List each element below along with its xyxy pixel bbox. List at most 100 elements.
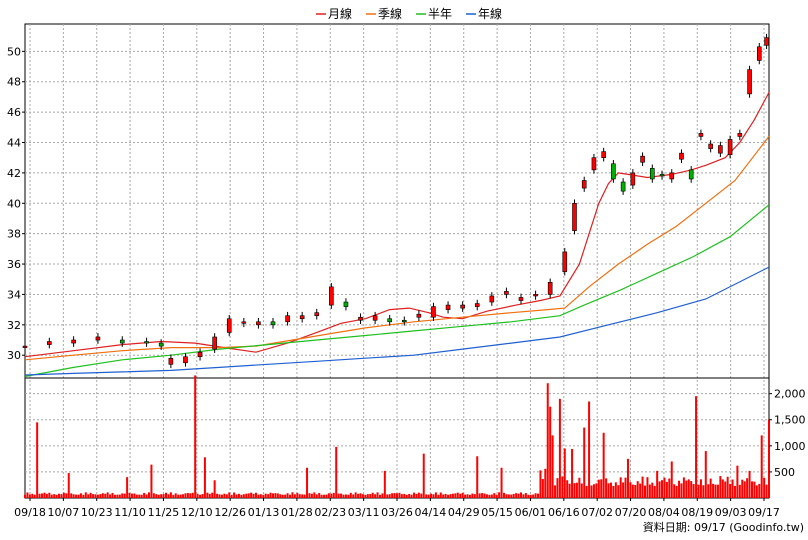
volume-bar (661, 480, 664, 498)
volume-bar (201, 494, 204, 498)
candle-body (764, 37, 769, 46)
candle-body (669, 172, 675, 180)
volume-bar (252, 493, 255, 498)
volume-bar (639, 483, 642, 498)
volume-bar (544, 468, 547, 498)
volume-bar (687, 479, 690, 498)
volume-bar (507, 494, 510, 498)
volume-bar (517, 493, 520, 498)
candle-body (562, 251, 568, 272)
volume-bar (758, 483, 761, 498)
candle-body (372, 315, 378, 321)
candle-body (756, 46, 762, 61)
volume-bar (335, 446, 338, 498)
volume-bar (733, 485, 736, 498)
volume-bar (619, 477, 622, 498)
volume-bar (376, 492, 379, 498)
volume-bar (546, 383, 549, 498)
volume-bar (493, 493, 496, 498)
volume-bar (444, 493, 447, 498)
volume-bar (240, 494, 243, 498)
volume-bar (707, 484, 710, 498)
volume-bar (724, 481, 727, 498)
volume-bar (524, 493, 527, 498)
volume-bar (500, 467, 503, 498)
volume-bar (629, 482, 632, 498)
volume-bar (456, 492, 459, 498)
volume-bar (512, 493, 515, 498)
volume-bar (600, 479, 603, 498)
candle-body (688, 169, 694, 180)
volume-bar (203, 457, 206, 498)
candle-body (518, 297, 524, 301)
volume-bar (191, 492, 194, 498)
volume-bar (366, 494, 369, 498)
price-tick-label: 40 (7, 197, 21, 210)
candle-body (504, 291, 509, 295)
candle-body (547, 281, 553, 295)
volume-bar (665, 481, 668, 498)
x-tick-label: 01/28 (281, 506, 313, 519)
candle-body (489, 295, 495, 303)
volume-bar (437, 494, 440, 498)
candle-body (299, 315, 305, 320)
volume-bar (264, 493, 267, 498)
volume-bar (663, 477, 666, 498)
volume-bar (41, 493, 44, 498)
volume-bar (130, 493, 133, 498)
volume-bar (532, 494, 535, 498)
volume-bar (257, 494, 260, 498)
volume-bar (590, 485, 593, 498)
volume-bar (233, 492, 236, 498)
candlestick-series (22, 33, 769, 369)
volume-bar (498, 492, 501, 498)
volume-bar (225, 494, 228, 498)
volume-bar (690, 481, 693, 498)
candle-body (285, 315, 290, 323)
candle-body (474, 303, 480, 307)
volume-bar (315, 494, 318, 498)
volume-bar (473, 494, 476, 498)
chart-legend: 月線 季線 半年 年線 (316, 6, 502, 21)
volume-bar (748, 470, 751, 498)
volume-bar (592, 484, 595, 498)
volume-bar (670, 461, 673, 498)
volume-bar (303, 494, 306, 498)
volume-bar (323, 494, 326, 498)
volume-bar (595, 483, 598, 498)
candle-body (314, 312, 320, 317)
volume-bar (242, 494, 245, 498)
ma-line (24, 136, 770, 361)
volume-bar (476, 456, 479, 498)
volume-bar (235, 494, 238, 498)
volume-bar (571, 448, 574, 498)
price-tick-label: 44 (7, 137, 21, 150)
volume-bar (267, 494, 270, 498)
volume-bar (386, 494, 389, 498)
x-tick-label: 10/23 (81, 506, 113, 519)
volume-bar (534, 493, 537, 498)
candle-body (737, 133, 743, 137)
volume-bar (87, 494, 90, 498)
volume-bar (447, 494, 450, 498)
volume-bar (383, 470, 386, 498)
volume-bar (607, 483, 610, 498)
volume-bar (537, 493, 540, 498)
volume-bar (549, 406, 552, 498)
volume-bar (580, 483, 583, 498)
candle-body (270, 321, 276, 326)
candle-body (358, 316, 363, 321)
volume-bar (631, 484, 634, 498)
volume-bar (417, 492, 420, 498)
volume-bar (123, 493, 126, 498)
volume-bar (121, 493, 124, 498)
volume-bar (626, 458, 629, 498)
volume-bar (753, 481, 756, 498)
volume-bar (515, 493, 518, 498)
volume-bar (427, 494, 430, 498)
volume-bar (308, 493, 311, 498)
volume-bar (478, 493, 481, 498)
volume-bar (306, 467, 309, 498)
volume-bar (272, 493, 274, 498)
